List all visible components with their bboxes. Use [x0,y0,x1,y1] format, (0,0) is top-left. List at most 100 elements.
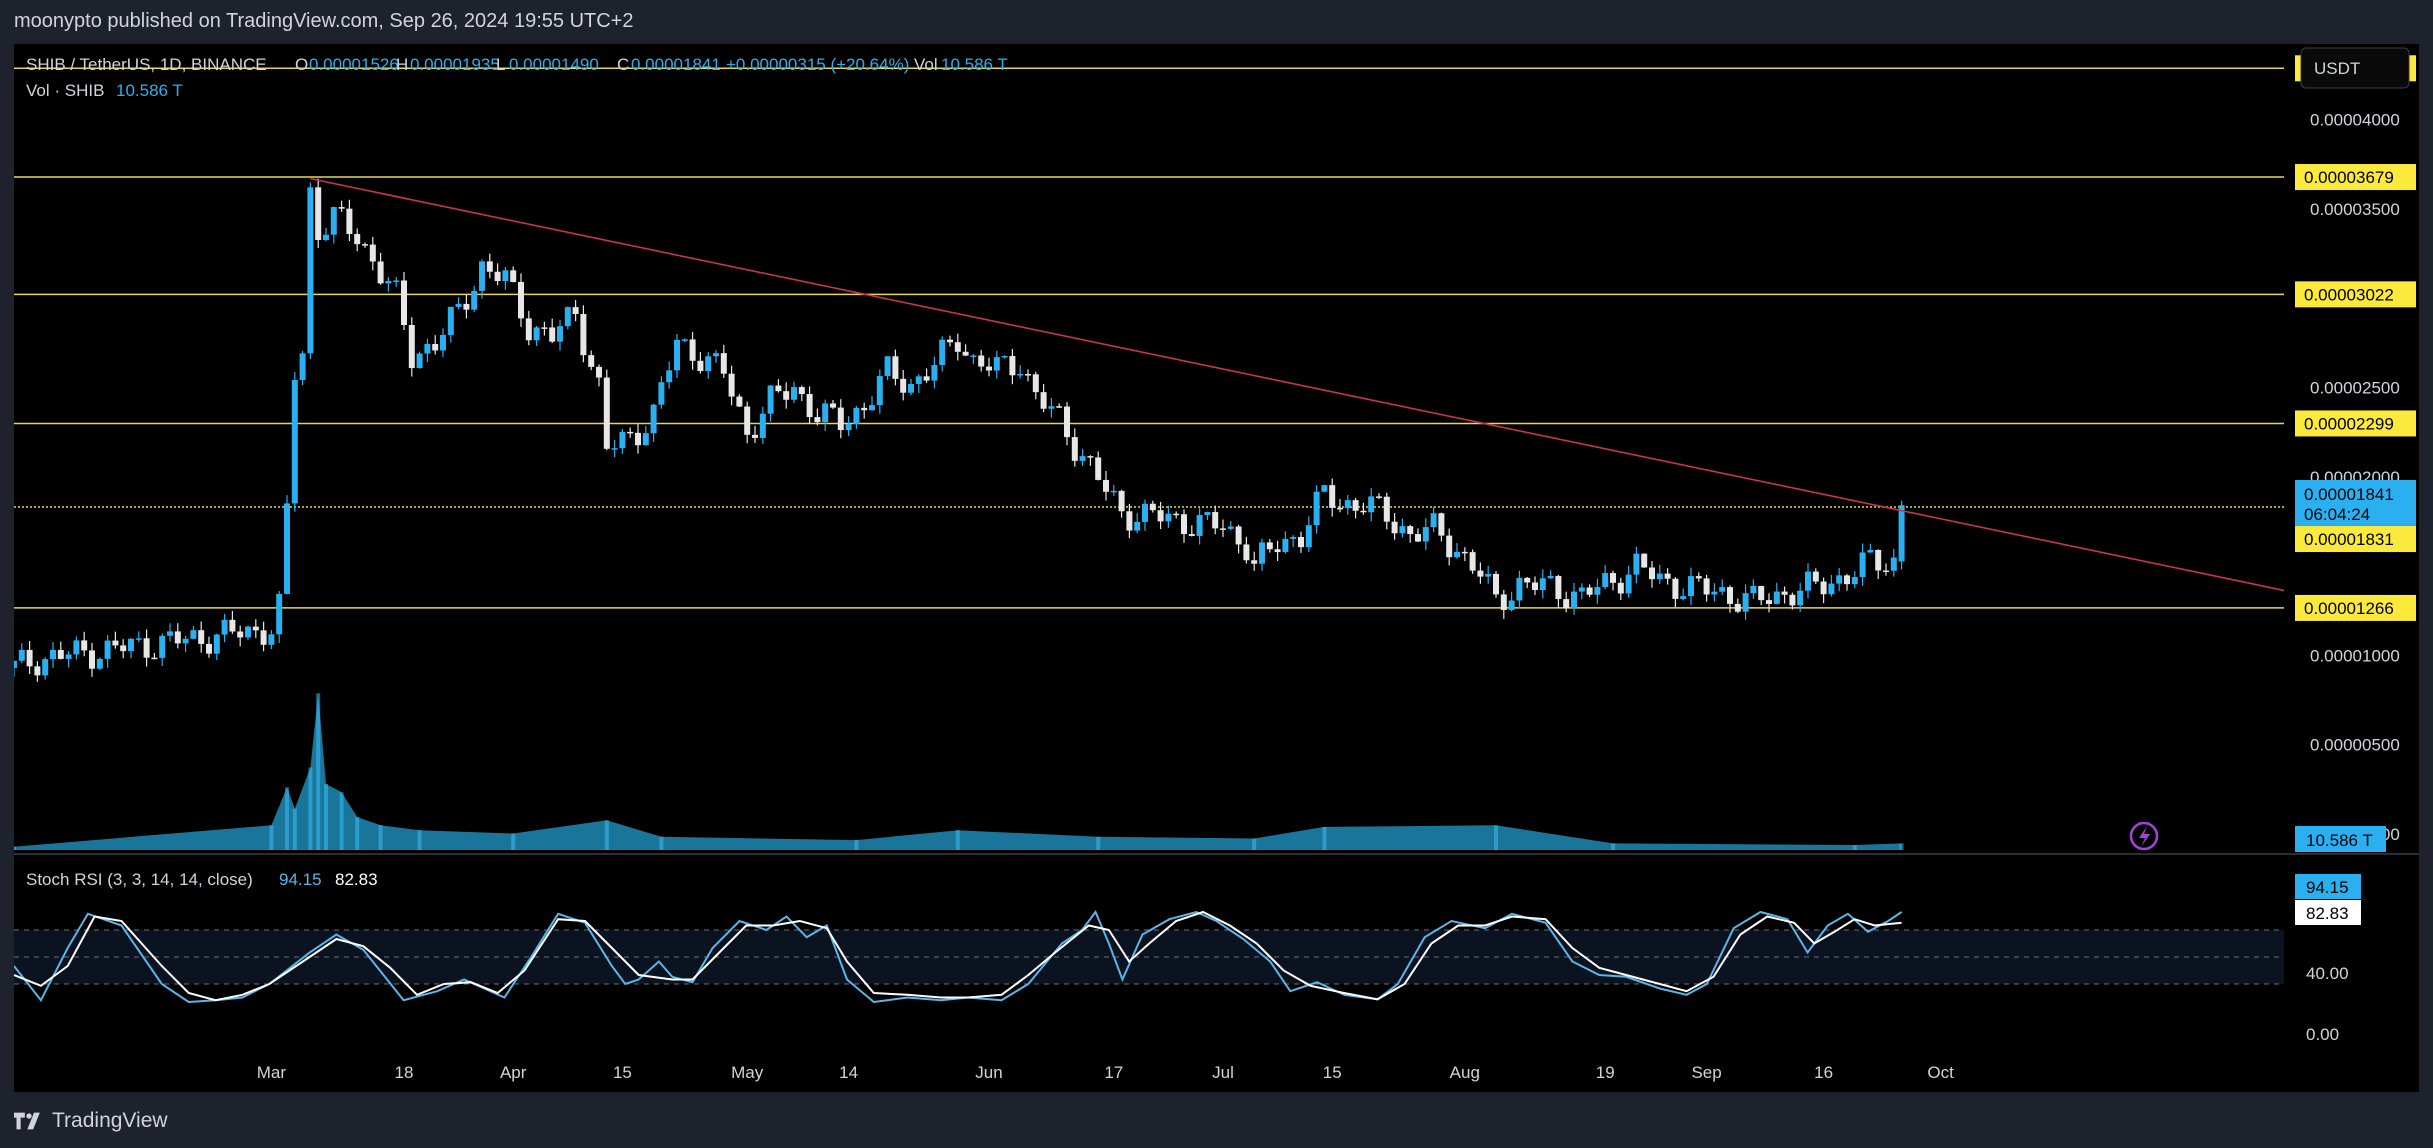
price-chart[interactable]: 0.000042880.000036790.000030220.00002299… [11,44,2419,1092]
flash-icon[interactable] [2129,821,2159,851]
volume-bar [1852,845,1857,850]
candle-body [1266,542,1273,550]
candle-body [1220,528,1226,530]
candle-body [689,339,696,361]
candle-body [876,376,883,406]
candle-body [1555,575,1562,600]
candle-body [1883,570,1889,572]
candle-body [1149,503,1156,511]
x-tick-label-0: Mar [257,1063,287,1082]
candle-body [884,356,891,377]
level-badge-3 [2295,410,2416,437]
candle-body [1594,587,1601,595]
candle-body [34,666,41,676]
candle-body [861,407,868,411]
candle-body [549,327,556,342]
candle-body [611,448,618,450]
candle-body [1766,600,1772,604]
candle-body [1610,573,1616,583]
candle-body [1734,603,1741,612]
candle-body [869,405,875,411]
candle-body [1095,457,1102,480]
candle-body [42,659,49,676]
candle-body [455,303,462,307]
candle-body [572,307,579,315]
candle-body [1820,581,1827,595]
candle-body [1071,437,1078,461]
candle-body [962,351,969,356]
candle-body [978,355,985,367]
candle-body [541,327,548,329]
candle-body [440,334,446,351]
candle-body [471,290,478,310]
candle-body [806,394,813,418]
candle-body [151,657,158,660]
candle-body [1571,591,1577,609]
candle-body [1898,505,1905,562]
candle-body [1812,571,1819,582]
stoch-tick-0: 0.00 [2306,1025,2339,1044]
candle-body [1422,527,1429,542]
candle-body [830,403,836,408]
candle-body [1126,511,1133,531]
candle-body [120,645,127,652]
candle-body [57,649,64,659]
candle-body [369,244,376,262]
x-tick-label-6: Jun [975,1063,1002,1082]
candle-body [915,376,922,384]
volume-bar [659,836,664,850]
candle-body [1750,585,1757,594]
candle-body [1048,406,1055,409]
candle-body [486,261,493,272]
volume-legend-value: 10.586 T [116,81,183,100]
candle-body [1251,560,1258,564]
candle-body [135,638,142,640]
candle-body [1672,578,1679,599]
candle-body [635,432,641,446]
candle-body [104,640,111,659]
stoch-line-d [13,910,1902,1002]
chart-panel[interactable]: 0.000042880.000036790.000030220.00002299… [11,44,2419,1092]
candle-body [11,660,17,668]
candle-body [26,649,33,667]
trendline [310,177,2285,592]
candle-body [588,355,595,367]
legend-close-label: C [617,55,629,74]
candle-body [674,339,680,371]
candle-body [775,385,782,392]
level-badge-1 [2295,164,2416,191]
candle-body [1649,567,1655,580]
candle-body [1017,374,1024,376]
legend-low: 0.00001490 [509,55,599,74]
candle-body [908,383,914,393]
candle-body [1087,456,1094,458]
candle-body [1134,521,1141,531]
candle-body [315,187,322,240]
candle-body [330,207,337,235]
candle-body [377,261,384,284]
y-tick-label-1: 0.00003500 [2310,200,2400,219]
current-price-value: 0.00001841 [2304,485,2394,504]
candle-body [1103,479,1109,492]
candle-body [18,649,25,661]
tradingview-logo[interactable]: TradingView [14,1109,168,1133]
candle-body [1454,551,1460,558]
currency-button[interactable] [2300,47,2410,89]
candle-body [1142,503,1148,522]
candle-body [229,619,236,632]
volume-bar [955,830,960,850]
volume-bar [378,825,383,850]
candle-body [463,303,470,310]
candle-body [767,385,774,414]
legend-vol-label: Vol [914,55,938,74]
volume-legend-label: Vol · SHIB [26,81,104,100]
current-price-badge [2295,480,2416,526]
candle-body [1586,587,1593,595]
candle-body [1875,549,1882,571]
candle-body [432,344,439,351]
stoch-tick-40: 40.00 [2306,964,2349,983]
candle-body [299,353,306,381]
candle-body [1368,496,1375,513]
candle-body [1688,576,1694,597]
x-tick-label-4: May [731,1063,764,1082]
